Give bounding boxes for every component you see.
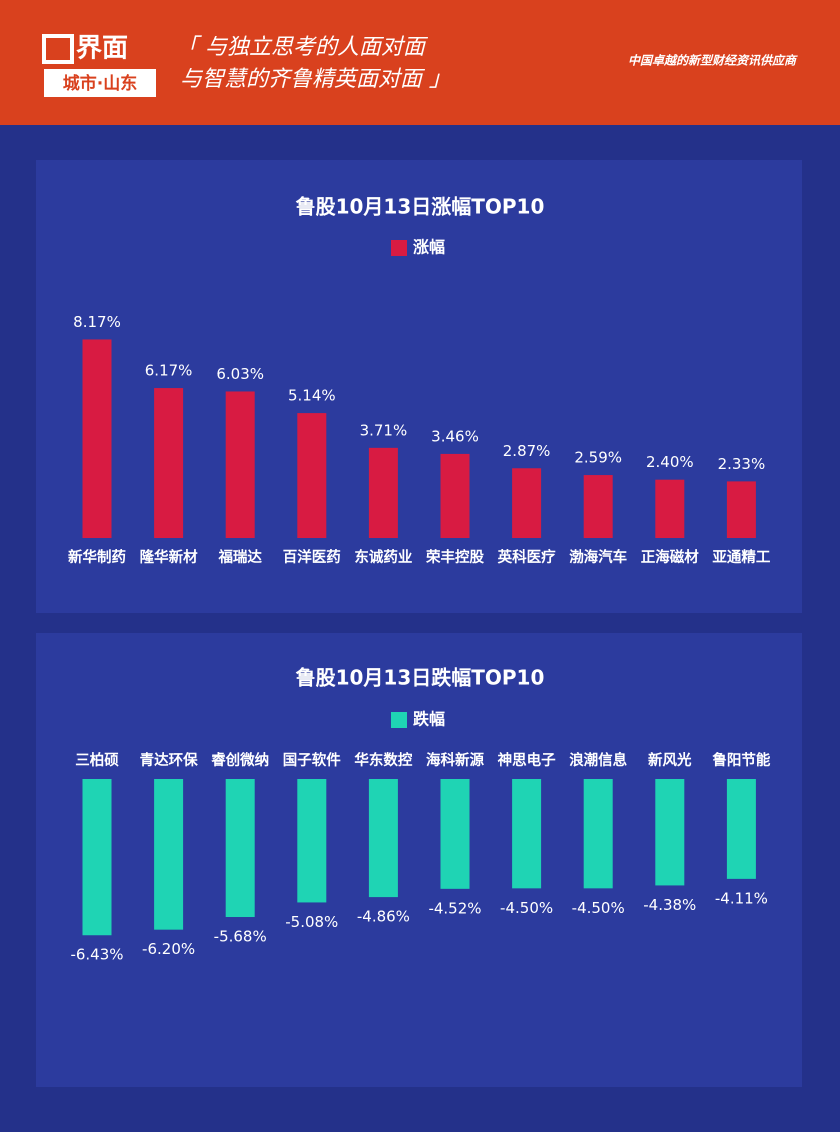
logo: 界面	[76, 34, 128, 64]
x-tick-label: 国子软件	[283, 751, 341, 769]
value-label: 6.03%	[216, 365, 264, 383]
x-tick-label: 福瑞达	[217, 548, 262, 566]
x-tick-label: 渤海汽车	[569, 548, 627, 566]
bar	[655, 779, 685, 886]
bar	[82, 339, 112, 538]
x-tick-label: 鲁阳节能	[712, 751, 770, 769]
chart-title: 鲁股10月13日跌幅TOP10	[296, 666, 545, 690]
x-tick-label: 荣丰控股	[425, 548, 484, 566]
bar	[726, 779, 756, 879]
x-tick-label: 东诚药业	[354, 548, 412, 566]
bar	[154, 779, 184, 930]
value-label: -5.68%	[214, 928, 267, 946]
bar	[82, 779, 112, 936]
value-label: 5.14%	[288, 387, 336, 405]
value-label: 2.59%	[574, 449, 622, 467]
x-tick-label: 华东数控	[354, 751, 412, 769]
value-label: -4.86%	[357, 908, 410, 926]
panel	[36, 633, 802, 1087]
bar	[512, 468, 542, 538]
bar	[297, 413, 327, 538]
x-tick-label: 新风光	[648, 751, 692, 769]
value-label: -4.11%	[715, 889, 768, 907]
slogan: 与智慧的齐鲁精英面对面 」	[180, 67, 451, 92]
bar	[225, 391, 255, 538]
bar	[440, 453, 470, 538]
value-label: -5.08%	[285, 913, 338, 931]
bar	[225, 779, 255, 918]
x-tick-label: 亚通精工	[712, 548, 770, 566]
bar	[154, 388, 184, 538]
legend-label: 跌幅	[413, 710, 445, 729]
value-label: -4.52%	[428, 899, 481, 917]
x-tick-label: 正海磁材	[641, 548, 699, 566]
value-label: -4.38%	[643, 896, 696, 914]
value-label: 6.17%	[145, 362, 193, 380]
chart-title: 鲁股10月13日涨幅TOP10	[296, 195, 545, 219]
legend-swatch	[391, 240, 407, 256]
value-label: -6.43%	[70, 946, 123, 964]
bar	[297, 779, 327, 903]
value-label: 2.40%	[646, 453, 694, 471]
bar	[583, 779, 613, 889]
bar	[583, 475, 613, 538]
bar	[368, 447, 398, 538]
x-tick-label: 神思电子	[498, 751, 556, 769]
header-band	[0, 0, 840, 125]
bar	[440, 779, 470, 889]
panel	[36, 160, 802, 613]
value-label: -4.50%	[572, 899, 625, 917]
bar	[368, 779, 398, 898]
value-label: 3.46%	[431, 427, 479, 445]
bar	[655, 479, 685, 538]
bar	[726, 481, 756, 538]
logo-sub-box	[44, 69, 156, 97]
x-tick-label: 隆华新材	[140, 548, 198, 566]
logo-sub: 城市·山东	[63, 73, 137, 94]
slogan: 「 与独立思考的人面对面	[176, 35, 429, 60]
x-tick-label: 睿创微纳	[211, 751, 269, 769]
legend-label: 涨幅	[413, 238, 445, 257]
value-label: 2.33%	[718, 455, 766, 473]
tagline: 中国卓越的新型财经资讯供应商	[628, 54, 798, 68]
bar	[512, 779, 542, 889]
x-tick-label: 三柏硕	[75, 751, 119, 769]
value-label: 2.87%	[503, 442, 551, 460]
legend-swatch	[391, 712, 407, 728]
logo-icon	[42, 34, 74, 64]
x-tick-label: 新华制药	[68, 548, 126, 566]
value-label: 3.71%	[360, 421, 408, 439]
x-tick-label: 青达环保	[140, 751, 198, 769]
value-label: -6.20%	[142, 940, 195, 958]
value-label: -4.50%	[500, 899, 553, 917]
x-tick-label: 浪潮信息	[569, 751, 627, 769]
x-tick-label: 英科医疗	[498, 548, 556, 566]
value-label: 8.17%	[73, 313, 121, 331]
x-tick-label: 海科新源	[426, 751, 484, 769]
x-tick-label: 百洋医药	[283, 548, 341, 566]
